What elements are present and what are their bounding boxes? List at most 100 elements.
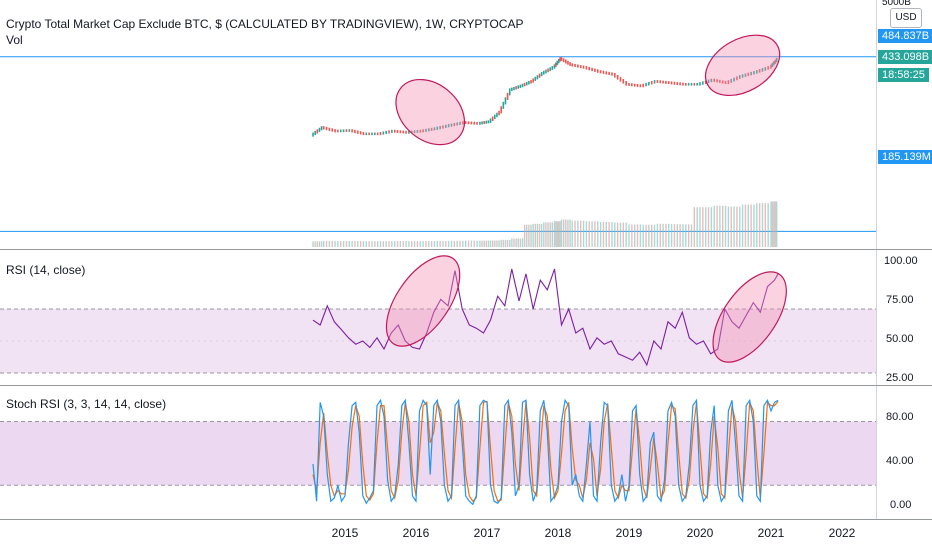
price-candle [551, 66, 554, 70]
volume-bar [337, 241, 339, 247]
volume-bar [498, 240, 500, 247]
volume-bar [775, 201, 778, 247]
volume-bar [517, 238, 519, 247]
volume-bar [345, 241, 348, 247]
volume-bar [633, 224, 636, 247]
volume-bar [562, 219, 565, 247]
price-candle [314, 130, 316, 136]
price-candle [445, 124, 447, 128]
volume-bar [354, 241, 356, 247]
price-candle [337, 129, 339, 133]
volume-bar [374, 241, 376, 247]
volume-bar [359, 241, 362, 247]
volume-bar [668, 223, 670, 247]
price-candle [476, 121, 478, 125]
price-candle [676, 82, 679, 85]
volume-bar [532, 223, 534, 247]
volume-bar [534, 223, 536, 247]
pane-separator-rsi[interactable] [0, 249, 932, 250]
price-candle [656, 80, 659, 83]
volume-bar [656, 223, 659, 247]
price-candle [744, 73, 747, 77]
volume-bar [379, 241, 382, 247]
price-candle [316, 129, 319, 134]
volume-bar [670, 224, 673, 247]
price-candle [560, 57, 563, 61]
price-top-tick: 5000B [882, 0, 911, 8]
price-candle [433, 127, 436, 131]
volume-bar [530, 224, 532, 247]
volume-bar [553, 221, 556, 247]
highlight-ellipse [395, 78, 466, 146]
volume-bar [413, 241, 416, 247]
pane-separator-stoch[interactable] [0, 385, 932, 386]
volume-bar [716, 205, 718, 247]
volume-bar [639, 224, 642, 247]
volume-bar [351, 241, 353, 247]
chart-title: Crypto Total Market Cap Exclude BTC, $ (… [6, 17, 524, 31]
volume-bar [439, 240, 441, 247]
volume-bar [408, 241, 410, 247]
price-candle [767, 66, 769, 70]
volume-bar [736, 206, 738, 247]
price-candle [459, 121, 461, 125]
price-candle [605, 71, 608, 75]
volume-bar [494, 240, 496, 247]
price-candle [500, 106, 502, 114]
price-candle [614, 72, 616, 78]
volume-bar [388, 241, 390, 247]
volume-bar [453, 240, 456, 247]
rsi-tick-50: 50.00 [886, 333, 914, 345]
volume-bar [320, 241, 323, 247]
volume-bar [719, 205, 721, 247]
volume-bar [504, 239, 507, 247]
price-candle [628, 83, 630, 86]
volume-bar [312, 241, 314, 247]
volume-bar [425, 241, 427, 247]
price-badge-countdown: 18:58:25 [878, 68, 929, 82]
volume-bar [713, 205, 715, 247]
volume-bar [362, 241, 365, 247]
price-candle [582, 65, 585, 69]
volume-bar [536, 223, 539, 247]
volume-bar [519, 238, 522, 247]
price-candle [702, 81, 704, 85]
price-candle [602, 70, 605, 74]
volume-bar [376, 241, 379, 247]
price-candle [416, 130, 419, 133]
price-candle [662, 80, 664, 84]
price-candle [483, 121, 485, 125]
volume-bar [727, 206, 730, 247]
volume-bar [316, 241, 319, 247]
volume-bar [702, 207, 704, 247]
volume-bar [396, 241, 399, 247]
volume-bar [556, 221, 558, 247]
price-candle [567, 60, 569, 65]
volume-bar [348, 241, 350, 247]
price-candle [696, 83, 698, 86]
volume-bar [509, 239, 511, 247]
price-candle [396, 130, 399, 133]
price-candle [464, 121, 467, 124]
volume-bar [465, 240, 467, 247]
volume-bar [511, 238, 513, 247]
volume-bar [442, 240, 444, 247]
price-candle [710, 78, 713, 83]
volume-bar [733, 206, 735, 247]
currency-button[interactable]: USD [890, 8, 922, 28]
price-candle [502, 101, 505, 109]
volume-bar [588, 221, 590, 247]
price-candle [594, 68, 596, 72]
price-candle [653, 80, 656, 84]
price-candle [523, 82, 526, 87]
volume-bar [422, 241, 424, 247]
volume-bar [462, 240, 464, 247]
price-candle [764, 67, 767, 71]
price-candle [498, 110, 500, 116]
volume-bar [467, 240, 470, 247]
price-candle [571, 63, 573, 67]
volume-bar [368, 241, 370, 247]
price-candle [436, 126, 439, 130]
price-candle [645, 82, 647, 87]
